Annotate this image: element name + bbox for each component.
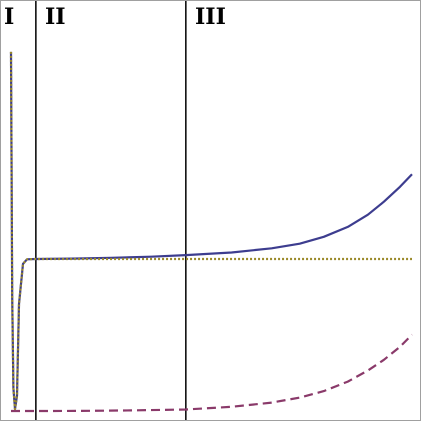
series-line-1-solid (9, 51, 413, 411)
region-label-III: III (195, 4, 226, 30)
series-line-2-dotted (9, 51, 412, 411)
region-label-II: II (45, 4, 66, 30)
series-line-3-dashed (11, 333, 413, 413)
region-label-I: I (4, 4, 14, 30)
